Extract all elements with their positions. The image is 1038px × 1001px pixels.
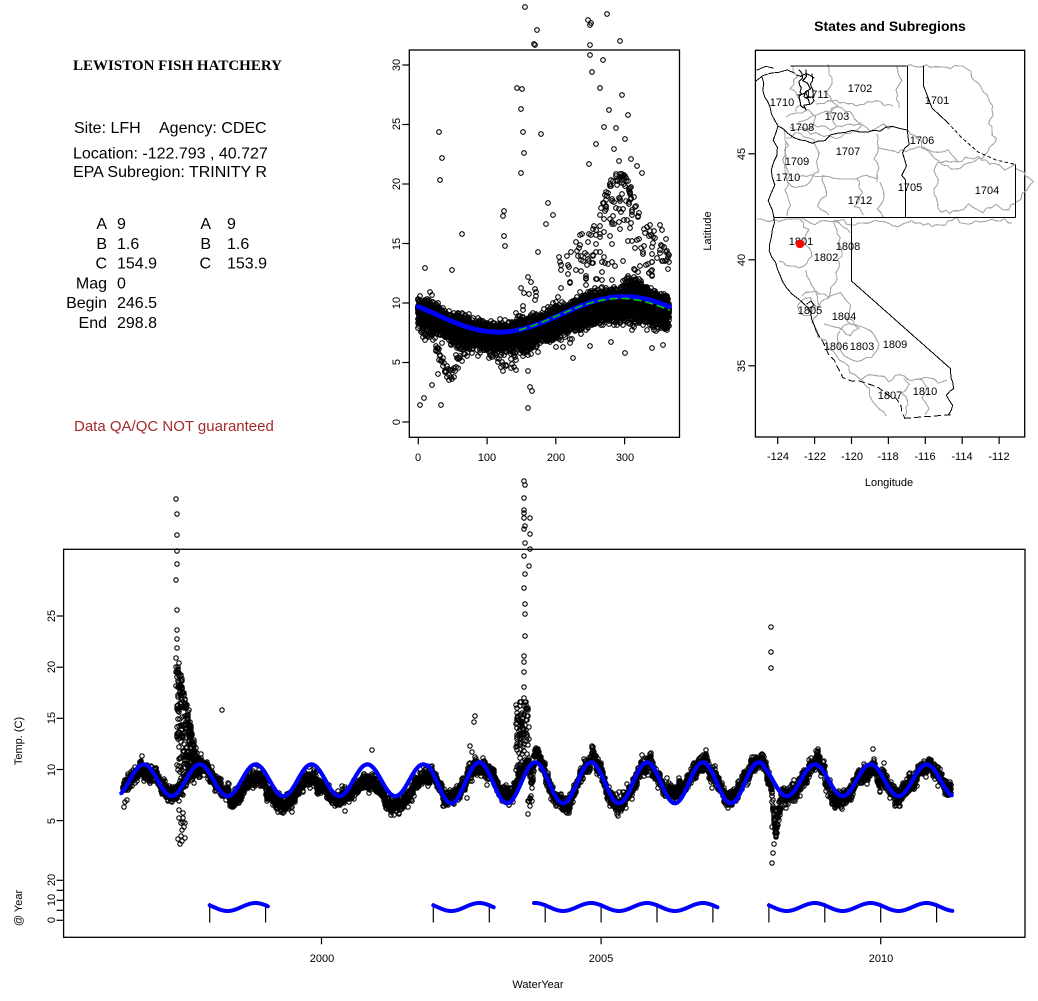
svg-text:100: 100 <box>478 452 496 464</box>
svg-text:Site: LFH: Site: LFH <box>74 120 141 137</box>
svg-text:10: 10 <box>391 297 403 309</box>
svg-text:B: B <box>200 236 211 253</box>
svg-text:B: B <box>96 236 107 253</box>
svg-text:153.9: 153.9 <box>227 256 267 273</box>
svg-text:246.5: 246.5 <box>117 295 157 312</box>
svg-text:9: 9 <box>117 216 126 233</box>
svg-text:C: C <box>199 256 211 273</box>
svg-text:A: A <box>96 216 107 233</box>
svg-text:Location: -122.793 , 40.727: Location: -122.793 , 40.727 <box>73 146 268 163</box>
svg-text:9: 9 <box>227 216 236 233</box>
svg-text:154.9: 154.9 <box>117 256 157 273</box>
svg-text:Begin: Begin <box>66 295 107 312</box>
svg-text:15: 15 <box>391 238 403 250</box>
svg-text:Agency: CDEC: Agency: CDEC <box>159 120 267 137</box>
svg-text:End: End <box>79 315 107 332</box>
svg-text:200: 200 <box>547 452 565 464</box>
svg-text:298.8: 298.8 <box>117 315 157 332</box>
svg-text:300: 300 <box>616 452 634 464</box>
svg-text:0: 0 <box>391 419 403 425</box>
svg-text:30: 30 <box>391 59 403 71</box>
svg-text:C: C <box>95 256 107 273</box>
svg-text:Data QA/QC NOT guaranteed: Data QA/QC NOT guaranteed <box>74 418 274 435</box>
svg-text:EPA Subregion: TRINITY R: EPA Subregion: TRINITY R <box>73 164 267 181</box>
svg-text:1.6: 1.6 <box>117 236 139 253</box>
svg-text:20: 20 <box>391 178 403 190</box>
svg-text:1.6: 1.6 <box>227 236 249 253</box>
svg-text:25: 25 <box>391 118 403 130</box>
svg-text:Mag: Mag <box>76 275 107 292</box>
svg-text:LEWISTON FISH HATCHERY: LEWISTON FISH HATCHERY <box>73 58 282 74</box>
svg-text:5: 5 <box>391 359 403 365</box>
svg-text:0: 0 <box>415 452 421 464</box>
svg-text:A: A <box>200 216 211 233</box>
svg-text:0: 0 <box>117 275 126 292</box>
